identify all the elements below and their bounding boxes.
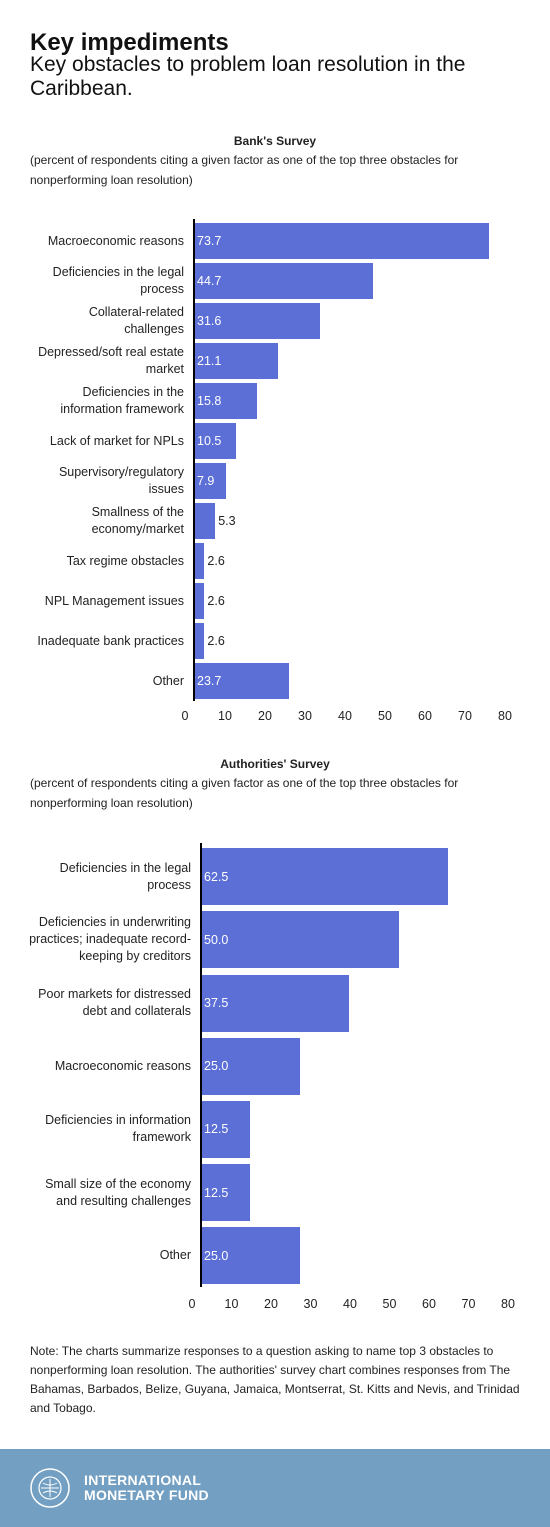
footer: [0, 1449, 550, 1527]
x-tick-label: 0: [188, 1297, 196, 1311]
x-tick-label: 60: [422, 1297, 436, 1311]
category-label: NPL Management issues: [44, 593, 184, 608]
value-label: 37.5: [204, 996, 229, 1010]
category-label: Deficiencies in information framework: [45, 1113, 191, 1145]
bar: [194, 263, 373, 299]
chart-subtitle: (percent of respondents citing a given f…: [30, 153, 459, 187]
bar: [194, 383, 258, 419]
y-axis-line: [200, 843, 202, 1288]
category-label: Depressed/soft real estate market: [38, 345, 184, 376]
y-axis-line: [193, 219, 195, 701]
bar: [194, 503, 216, 539]
value-label: 12.5: [204, 1122, 229, 1137]
x-tick-label: 70: [461, 1297, 476, 1311]
category-label: Macroeconomic reasons: [47, 233, 184, 248]
category-label: Macroeconomic reasons: [54, 1058, 191, 1073]
note: Note: The charts summarize responses to …: [30, 1344, 520, 1415]
value-label: 21.1: [197, 354, 222, 368]
x-tick-label: 20: [258, 709, 272, 723]
value-label: 31.6: [197, 314, 222, 328]
value-label: 7.9: [197, 474, 215, 488]
category-label: Smallness of the economy/market: [91, 505, 184, 536]
value-label: 15.8: [197, 394, 222, 408]
x-tick-label: 40: [343, 1297, 357, 1311]
x-tick-label: 0: [181, 709, 189, 723]
category-label: Tax regime obstacles: [66, 553, 184, 568]
category-label: Small size of the economy and resulting …: [45, 1176, 191, 1208]
x-tick-label: 20: [264, 1297, 278, 1311]
category-label: Deficiencies in underwriting practices; …: [29, 915, 191, 964]
x-tick-label: 70: [458, 709, 472, 723]
bar: [201, 1100, 251, 1158]
bar: [201, 1227, 300, 1285]
bar: [194, 463, 226, 499]
bar: [201, 974, 350, 1032]
category-label: Supervisory/regulatory issues: [58, 465, 184, 496]
bar: [194, 623, 205, 659]
category-label: Collateral-related challenges: [88, 305, 184, 336]
page-title: Key impediments: [30, 29, 229, 56]
category-label: Other: [152, 673, 184, 688]
value-label: 50.0: [204, 932, 229, 947]
chart-title: Bank's Survey: [233, 134, 317, 148]
x-tick-label: 60: [418, 709, 432, 723]
value-label: 10.5: [197, 434, 222, 448]
value-label: 5.3: [218, 514, 236, 528]
value-label: 25.0: [204, 1248, 229, 1263]
x-tick-label: 50: [378, 709, 392, 723]
x-tick-label: 40: [338, 709, 352, 723]
logo-seal: [30, 1468, 70, 1508]
bar: [201, 1037, 300, 1095]
x-tick-label: 10: [224, 1297, 239, 1311]
value-label: 2.6: [207, 594, 225, 608]
x-tick-label: 10: [218, 709, 232, 723]
x-tick-label: 80: [498, 709, 512, 723]
value-label: 25.0: [204, 1059, 229, 1074]
x-tick-label: 30: [298, 709, 312, 723]
chart-title: Authorities' Survey: [220, 757, 330, 771]
x-tick-label: 50: [382, 1297, 397, 1311]
category-label: Inadequate bank practices: [37, 633, 184, 648]
value-label: 44.7: [197, 274, 222, 288]
logo-text: INTERNATIONAL MONETARY FUND: [84, 1472, 209, 1503]
category-label: Deficiencies in the legal process: [52, 265, 184, 296]
category-label: Deficiencies in the information framewor…: [60, 385, 184, 416]
value-label: 2.6: [207, 554, 225, 568]
bar: [194, 663, 289, 699]
bar: [194, 423, 236, 459]
page-subtitle: Key obstacles to problem loan resolution…: [30, 53, 466, 100]
bar: [201, 1164, 251, 1222]
bar: [201, 911, 399, 969]
category-label: Other: [159, 1248, 191, 1263]
category-label: Poor markets for distressed debt and col…: [38, 986, 191, 1018]
category-label: Lack of market for NPLs: [49, 433, 184, 448]
category-label: Deficiencies in the legal process: [59, 860, 191, 892]
value-label: 73.7: [197, 234, 222, 248]
value-label: 23.7: [197, 674, 222, 688]
bar: [194, 343, 279, 379]
value-label: 12.5: [204, 1185, 229, 1200]
bar: [201, 848, 448, 906]
bar: [194, 303, 321, 339]
bar: [194, 223, 489, 259]
value-label: 62.5: [204, 869, 229, 884]
chart-subtitle: (percent of respondents citing a given f…: [30, 776, 459, 810]
bar: [194, 583, 205, 619]
x-tick-label: 30: [303, 1297, 318, 1311]
bar: [194, 543, 205, 579]
value-label: 2.6: [207, 634, 225, 648]
x-tick-label: 80: [501, 1297, 515, 1311]
